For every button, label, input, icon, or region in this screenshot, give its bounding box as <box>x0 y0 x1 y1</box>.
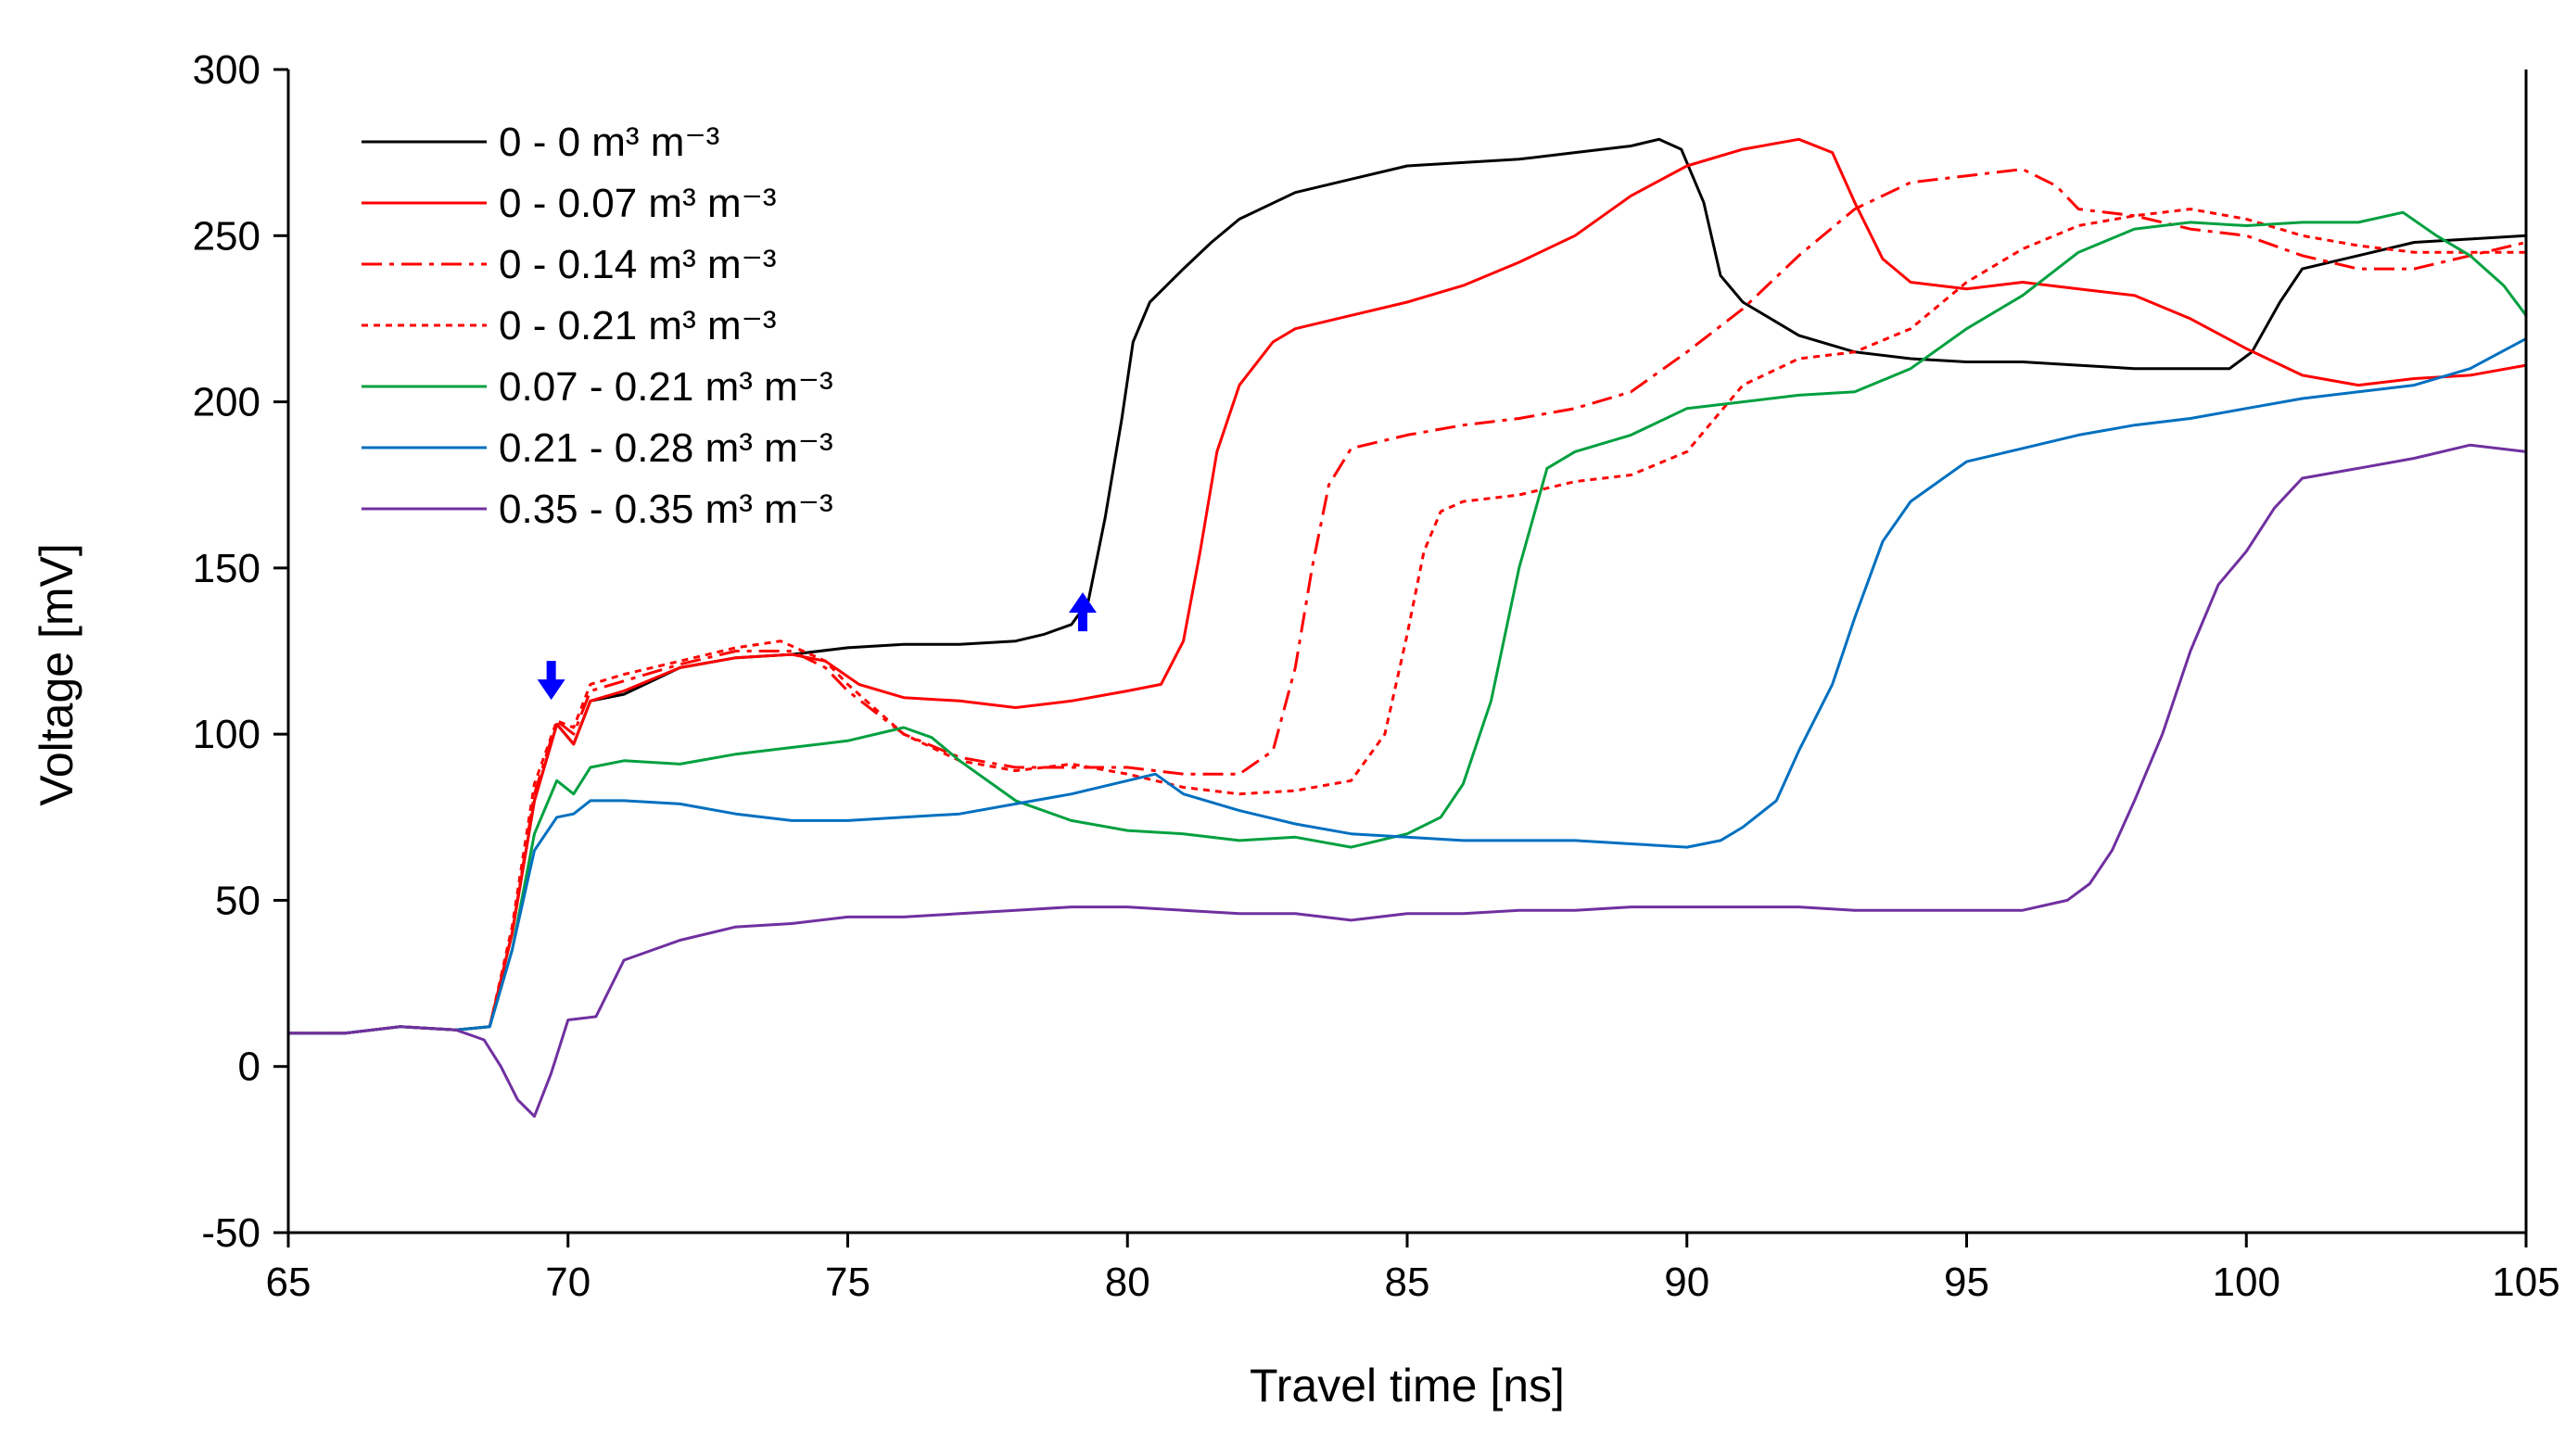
series-line-4 <box>288 210 2528 1035</box>
y-tick-label-2: 50 <box>215 878 260 923</box>
series-line-6 <box>288 443 2527 1118</box>
legend-label-0: 0 - 0 m³ m⁻³ <box>499 120 719 165</box>
x-tick-label-5: 90 <box>1664 1260 1709 1305</box>
y-tick-label-0: -50 <box>201 1210 260 1256</box>
legend-label-5: 0.21 - 0.28 m³ m⁻³ <box>499 425 833 471</box>
series-line-3 <box>288 208 2526 1035</box>
y-tick-label-6: 250 <box>193 213 260 259</box>
legend-label-6: 0.35 - 0.35 m³ m⁻³ <box>499 487 833 532</box>
x-axis-title: Travel time [ns] <box>1250 1360 1565 1412</box>
axes-layer: 65 70 75 80 85 90 95 100 105 -50 0 50 100 150 200 250 30… <box>193 47 2560 1305</box>
annotation-arrow-up-1 <box>1068 592 1097 632</box>
y-tick-label-1: 0 <box>238 1045 260 1090</box>
y-tick-label-5: 200 <box>193 380 260 425</box>
legend-label-4: 0.07 - 0.21 m³ m⁻³ <box>499 364 833 410</box>
y-tick-label-4: 150 <box>193 546 260 591</box>
legend-label-3: 0 - 0.21 m³ m⁻³ <box>499 303 777 348</box>
legend-label-1: 0 - 0.07 m³ m⁻³ <box>499 181 777 226</box>
y-tick-label-7: 300 <box>193 47 260 93</box>
x-tick-label-3: 80 <box>1105 1260 1150 1305</box>
y-tick-label-3: 100 <box>193 712 260 757</box>
x-tick-label-1: 70 <box>545 1260 590 1305</box>
x-tick-label-7: 100 <box>2213 1260 2280 1305</box>
x-tick-label-6: 95 <box>1944 1260 1989 1305</box>
annotation-layer <box>537 592 1097 701</box>
x-tick-label-8: 105 <box>2492 1260 2559 1305</box>
x-tick-label-4: 85 <box>1385 1260 1430 1305</box>
series-line-1 <box>288 137 2527 1035</box>
legend: 0 - 0 m³ m⁻³ 0 - 0.07 m³ m⁻³ 0 - 0.14 m³ m… <box>362 120 833 532</box>
legend-label-2: 0 - 0.14 m³ m⁻³ <box>499 242 777 287</box>
x-tick-label-0: 65 <box>266 1260 311 1305</box>
series-line-5 <box>288 337 2527 1035</box>
y-axis-title: Voltage [mV] <box>31 543 83 806</box>
series-layer <box>288 137 2528 1118</box>
annotation-arrow-down-0 <box>537 661 565 701</box>
x-tick-label-2: 75 <box>825 1260 870 1305</box>
series-line-2 <box>288 168 2527 1035</box>
